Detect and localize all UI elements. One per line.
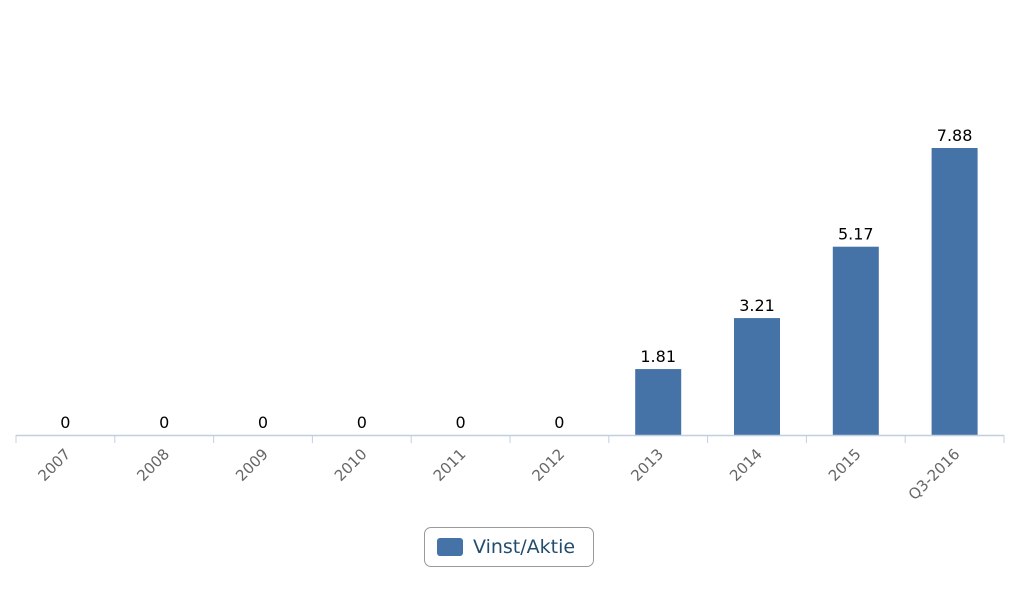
x-tick-label-Q3-2016: Q3-2016: [905, 445, 964, 504]
bar-2015[interactable]: [832, 246, 879, 435]
x-axis: [15, 434, 1005, 443]
data-label-2011: 0: [456, 413, 466, 432]
data-label-Q3-2016: 7.88: [937, 126, 973, 145]
bar-Q3-2016[interactable]: [931, 148, 978, 435]
legend-swatch: [437, 538, 463, 556]
x-tick-label-2013: 2013: [627, 445, 667, 485]
data-label-2013: 1.81: [640, 347, 676, 366]
bar-2013[interactable]: [635, 369, 682, 435]
data-label-2007: 0: [60, 413, 70, 432]
x-tick-label-2011: 2011: [430, 445, 470, 485]
data-labels-layer: 0 0 0 0 0 0 1.81 3.21 5.17 7.88: [60, 126, 972, 432]
x-tick-label-2014: 2014: [726, 445, 766, 485]
bar-2014[interactable]: [734, 318, 780, 435]
legend[interactable]: Vinst/Aktie: [424, 527, 594, 567]
data-label-2012: 0: [554, 413, 564, 432]
data-label-2014: 3.21: [739, 296, 775, 315]
bars-layer: [635, 148, 978, 435]
data-label-2008: 0: [159, 413, 169, 432]
legend-label: Vinst/Aktie: [473, 536, 576, 558]
x-tick-label-2007: 2007: [34, 445, 74, 485]
x-tick-label-2008: 2008: [133, 445, 173, 485]
x-tick-label-2010: 2010: [331, 445, 371, 485]
data-label-2015: 5.17: [838, 225, 874, 244]
x-tick-label-2015: 2015: [825, 445, 865, 485]
data-label-2009: 0: [258, 413, 268, 432]
x-tick-label-2009: 2009: [232, 445, 272, 485]
x-tick-labels: 2007 2008 2009 2010 2011 2012 2013 2014 2015 Q3-2…: [34, 445, 963, 504]
data-label-2010: 0: [357, 413, 367, 432]
x-tick-label-2012: 2012: [528, 445, 568, 485]
